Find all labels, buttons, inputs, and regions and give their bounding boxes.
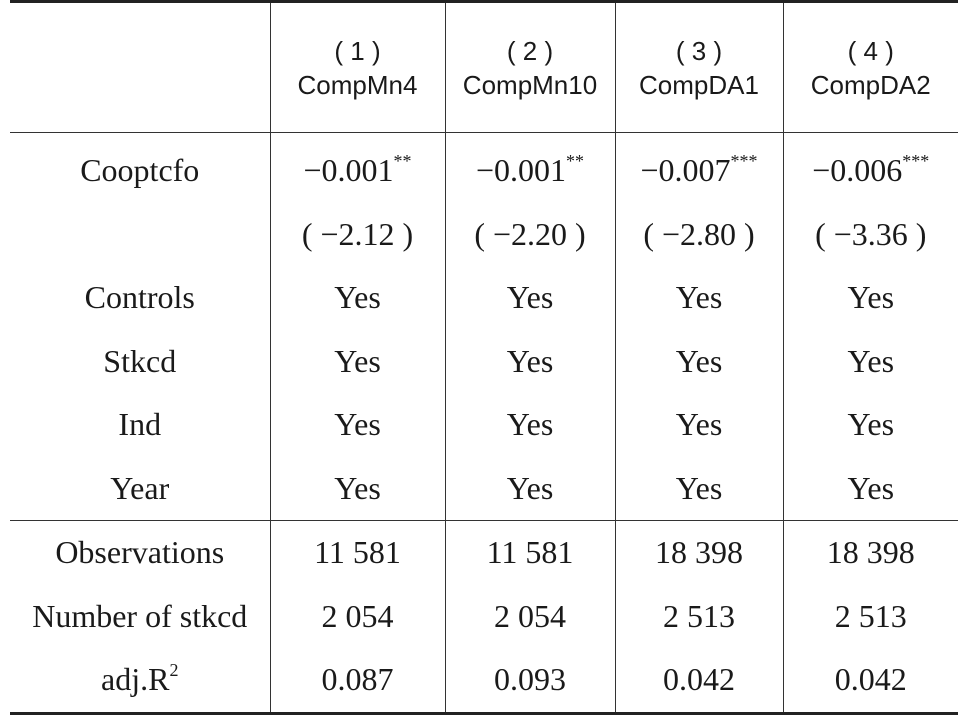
coef-value: −0.001 xyxy=(476,152,566,188)
row-cooptcfo-coef: Cooptcfo −0.001** −0.001** −0.007*** −0.… xyxy=(10,133,958,203)
cell-ind-3: Yes xyxy=(615,393,783,457)
row-label-ind: Ind xyxy=(10,393,270,457)
cell-tstat-1: ( −2.12 ) xyxy=(270,203,445,267)
header-col-1-name: CompMn4 xyxy=(271,68,445,102)
coef-value: −0.001 xyxy=(303,152,393,188)
header-col-2-num: ( 2 ) xyxy=(446,34,615,68)
adj-r2-label-text: adj.R xyxy=(101,661,169,697)
cell-year-2: Yes xyxy=(445,457,615,521)
header-col-3-name: CompDA1 xyxy=(616,68,783,102)
row-year: Year Yes Yes Yes Yes xyxy=(10,457,958,521)
regression-table-container: ( 1 )CompMn4 ( 2 )CompMn10 ( 3 )CompDA1 … xyxy=(10,0,958,704)
cell-stkcd-1: Yes xyxy=(270,330,445,394)
row-cooptcfo-tstat: ( −2.12 ) ( −2.20 ) ( −2.80 ) ( −3.36 ) xyxy=(10,203,958,267)
cell-controls-2: Yes xyxy=(445,266,615,330)
cell-stkcd-2: Yes xyxy=(445,330,615,394)
cell-controls-1: Yes xyxy=(270,266,445,330)
cell-ind-4: Yes xyxy=(783,393,958,457)
header-col-1: ( 1 )CompMn4 xyxy=(270,2,445,133)
significance-stars: *** xyxy=(902,151,929,171)
header-col-2-name: CompMn10 xyxy=(446,68,615,102)
row-label-controls: Controls xyxy=(10,266,270,330)
cell-number-of-stkcd-3: 2 513 xyxy=(615,585,783,649)
header-col-3: ( 3 )CompDA1 xyxy=(615,2,783,133)
cell-adj-r2-1: 0.087 xyxy=(270,648,445,713)
header-col-4-name: CompDA2 xyxy=(784,68,958,102)
cell-observations-2: 11 581 xyxy=(445,521,615,585)
significance-stars: *** xyxy=(731,151,758,171)
row-observations: Observations 11 581 11 581 18 398 18 398 xyxy=(10,521,958,585)
row-label-number-of-stkcd: Number of stkcd xyxy=(10,585,270,649)
cell-tstat-2: ( −2.20 ) xyxy=(445,203,615,267)
cell-coef-3: −0.007*** xyxy=(615,133,783,203)
cell-observations-4: 18 398 xyxy=(783,521,958,585)
cell-observations-1: 11 581 xyxy=(270,521,445,585)
significance-stars: ** xyxy=(566,151,584,171)
row-ind: Ind Yes Yes Yes Yes xyxy=(10,393,958,457)
cell-controls-4: Yes xyxy=(783,266,958,330)
cell-tstat-3: ( −2.80 ) xyxy=(615,203,783,267)
row-stkcd: Stkcd Yes Yes Yes Yes xyxy=(10,330,958,394)
coef-value: −0.006 xyxy=(812,152,902,188)
cell-adj-r2-4: 0.042 xyxy=(783,648,958,713)
cell-number-of-stkcd-1: 2 054 xyxy=(270,585,445,649)
row-label-observations: Observations xyxy=(10,521,270,585)
header-stub xyxy=(10,2,270,133)
row-adj-r2: adj.R2 0.087 0.093 0.042 0.042 xyxy=(10,648,958,713)
cell-adj-r2-2: 0.093 xyxy=(445,648,615,713)
regression-table: ( 1 )CompMn4 ( 2 )CompMn10 ( 3 )CompDA1 … xyxy=(10,0,958,715)
header-row: ( 1 )CompMn4 ( 2 )CompMn10 ( 3 )CompDA1 … xyxy=(10,2,958,133)
row-label-empty xyxy=(10,203,270,267)
cell-year-3: Yes xyxy=(615,457,783,521)
cell-number-of-stkcd-2: 2 054 xyxy=(445,585,615,649)
coef-value: −0.007 xyxy=(640,152,730,188)
adj-r2-label-superscript: 2 xyxy=(169,660,178,680)
header-col-2: ( 2 )CompMn10 xyxy=(445,2,615,133)
cell-ind-1: Yes xyxy=(270,393,445,457)
cell-year-1: Yes xyxy=(270,457,445,521)
cell-adj-r2-3: 0.042 xyxy=(615,648,783,713)
cell-controls-3: Yes xyxy=(615,266,783,330)
header-col-4-num: ( 4 ) xyxy=(784,34,958,68)
cell-coef-4: −0.006*** xyxy=(783,133,958,203)
cell-number-of-stkcd-4: 2 513 xyxy=(783,585,958,649)
significance-stars: ** xyxy=(394,151,412,171)
header-col-1-num: ( 1 ) xyxy=(271,34,445,68)
row-label-cooptcfo: Cooptcfo xyxy=(10,133,270,203)
cell-tstat-4: ( −3.36 ) xyxy=(783,203,958,267)
header-col-4: ( 4 )CompDA2 xyxy=(783,2,958,133)
cell-stkcd-4: Yes xyxy=(783,330,958,394)
row-label-adj-r2: adj.R2 xyxy=(10,648,270,713)
row-label-year: Year xyxy=(10,457,270,521)
row-controls: Controls Yes Yes Yes Yes xyxy=(10,266,958,330)
row-number-of-stkcd: Number of stkcd 2 054 2 054 2 513 2 513 xyxy=(10,585,958,649)
cell-ind-2: Yes xyxy=(445,393,615,457)
cell-coef-1: −0.001** xyxy=(270,133,445,203)
cell-stkcd-3: Yes xyxy=(615,330,783,394)
cell-coef-2: −0.001** xyxy=(445,133,615,203)
header-col-3-num: ( 3 ) xyxy=(616,34,783,68)
cell-observations-3: 18 398 xyxy=(615,521,783,585)
row-label-stkcd: Stkcd xyxy=(10,330,270,394)
cell-year-4: Yes xyxy=(783,457,958,521)
